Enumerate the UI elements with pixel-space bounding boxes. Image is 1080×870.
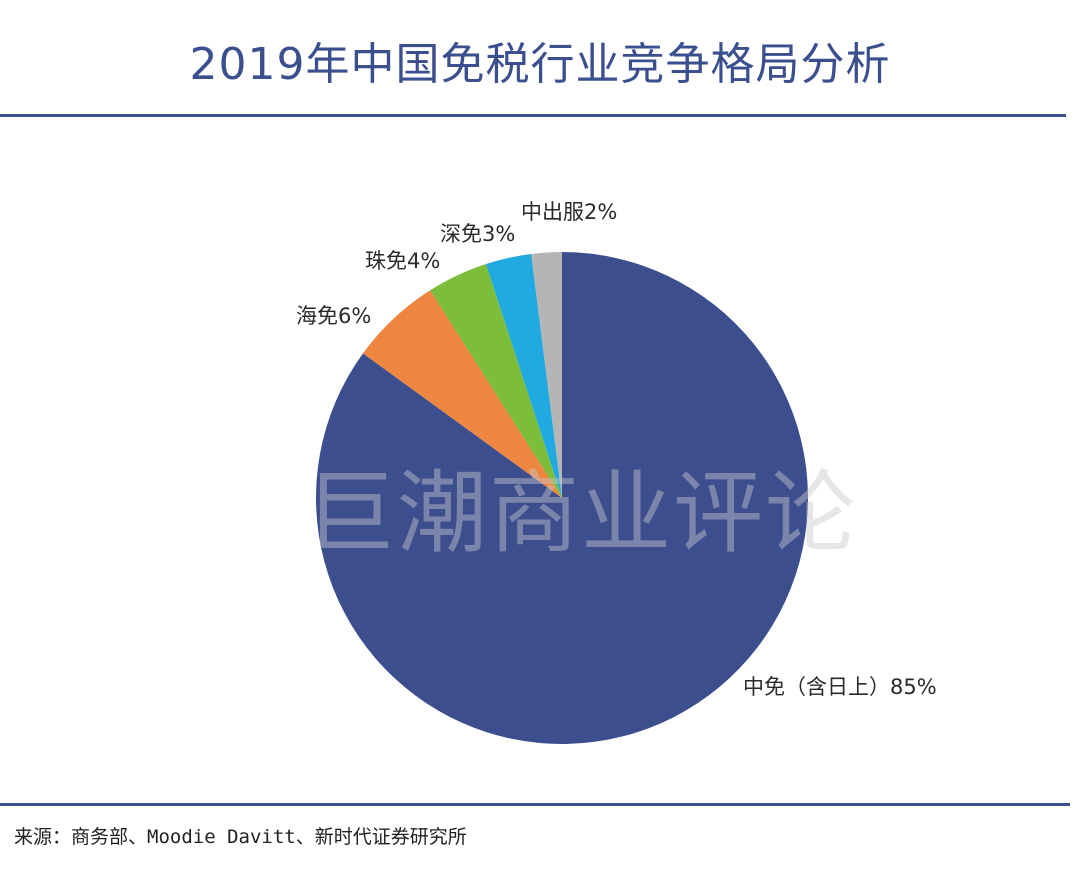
label-zhumian: 珠免4% <box>365 249 441 273</box>
title-divider <box>0 114 1066 117</box>
label-shenmian: 深免3% <box>440 222 516 246</box>
footer-divider <box>0 803 1070 806</box>
slice-cdf <box>315 252 808 745</box>
label-cdf: 中免（含日上）85% <box>743 675 937 699</box>
chart-title: 2019年中国免税行业竞争格局分析 <box>189 39 891 90</box>
source-note: 来源：商务部、Moodie Davitt、新时代证券研究所 <box>14 826 467 848</box>
slice-shenmian <box>485 253 562 498</box>
slice-zhongchufu <box>531 252 562 498</box>
label-haimian: 海免6% <box>296 304 372 328</box>
watermark: 巨潮商业评论 <box>305 461 857 566</box>
slice-zhumian <box>430 264 562 498</box>
slice-haimian <box>362 290 562 498</box>
label-zhongchufu: 中出服2% <box>521 200 618 224</box>
